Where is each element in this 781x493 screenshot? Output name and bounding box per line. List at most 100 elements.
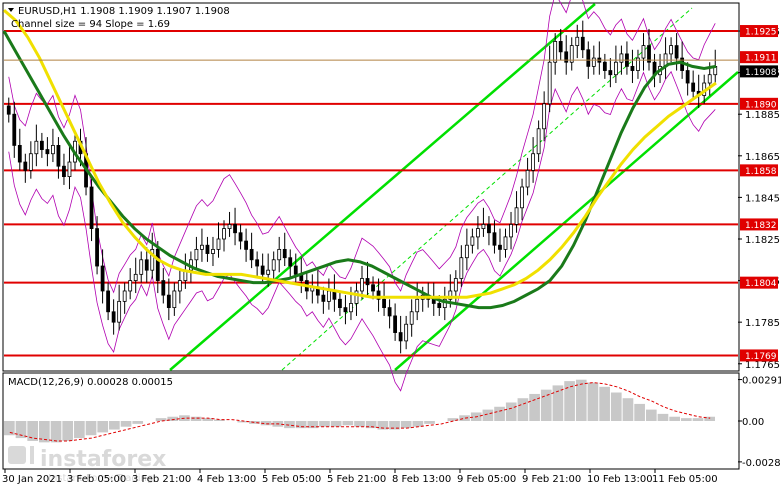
macd-bar <box>27 421 39 441</box>
macd-bar <box>634 403 645 421</box>
x-tick-label: 8 Feb 13:00 <box>392 474 451 485</box>
candle-body <box>398 332 403 342</box>
candle-body <box>326 290 331 302</box>
candle-body <box>321 294 326 302</box>
macd-bar <box>4 421 15 436</box>
current-price-tag-bg <box>740 65 778 78</box>
macd-bar <box>330 421 342 427</box>
candle-body <box>282 248 287 259</box>
chart-header: EURUSD,H1 1.1908 1.1909 1.1907 1.1908 Ch… <box>8 6 230 30</box>
candle-body <box>39 140 44 150</box>
macd-bar <box>517 398 529 421</box>
collapse-triangle-icon[interactable] <box>8 8 14 12</box>
candle-body <box>166 294 171 309</box>
candle-body <box>222 228 226 240</box>
macd-bar <box>564 381 575 421</box>
candle-body <box>470 236 475 246</box>
macd-bar <box>284 421 295 429</box>
candle-body <box>575 36 580 46</box>
macd-bar <box>599 386 610 421</box>
macd-bar <box>132 421 144 424</box>
macd-bar <box>74 421 85 439</box>
candle-body <box>542 103 547 130</box>
candle-body <box>498 244 502 250</box>
candle-body <box>387 307 392 317</box>
candle-body <box>641 45 646 59</box>
macd-bar <box>62 421 74 441</box>
upper-band-line <box>8 0 716 294</box>
candle-body <box>89 186 94 229</box>
candle-body <box>122 290 127 302</box>
candle-body <box>216 238 221 250</box>
macd-bar <box>97 421 109 433</box>
candle-body <box>514 207 519 225</box>
macd-bar <box>155 418 167 421</box>
macd-bar <box>365 421 377 429</box>
macd-bar <box>482 409 494 421</box>
current-price-tag-label: 1.1908 <box>745 68 777 78</box>
candle-body <box>12 113 17 146</box>
macd-bar <box>202 418 214 421</box>
candle-body <box>619 53 624 63</box>
macd-bar <box>622 398 634 421</box>
candle-body <box>536 128 541 155</box>
candle-body <box>194 248 199 261</box>
candle-body <box>564 51 569 63</box>
level-tag-label: 1.1925 <box>745 28 777 38</box>
macd-bar <box>319 421 330 427</box>
y-tick-label: 1.1885 <box>745 110 780 121</box>
macd-bar <box>669 416 680 421</box>
candle-body <box>547 61 552 105</box>
candle-body <box>415 298 420 313</box>
watermark-tagline: Instant Forex Trading <box>48 473 153 484</box>
candle-body <box>448 290 453 300</box>
candle-body <box>591 57 596 67</box>
macd-bar <box>680 418 692 421</box>
candle-body <box>260 265 265 275</box>
level-tag-bg <box>740 276 778 289</box>
macd-bar <box>412 421 424 427</box>
macd-bar <box>39 421 50 443</box>
y-tick-label: 1.1785 <box>745 318 780 329</box>
symbol-ohlc-line: EURUSD,H1 1.1908 1.1909 1.1907 1.1908 <box>18 6 230 17</box>
candle-body <box>293 265 298 275</box>
x-tick-label: 30 Jan 2021 <box>2 474 62 485</box>
macd-bar <box>494 406 505 421</box>
level-tag-bg <box>740 164 778 177</box>
candle-body <box>177 280 182 292</box>
candle-body <box>172 290 177 309</box>
candle-body <box>691 82 696 92</box>
macd-bar <box>190 416 202 421</box>
candle-body <box>409 311 414 325</box>
candle-body <box>266 269 271 275</box>
candle-body <box>45 149 50 155</box>
candle-body <box>636 57 640 71</box>
candle-body <box>531 153 536 171</box>
candle-body <box>338 298 342 309</box>
macd-bar <box>120 421 132 427</box>
watermark: instaforex Instant Forex Trading <box>8 446 166 484</box>
macd-bar <box>237 421 249 423</box>
candle-body <box>481 224 486 229</box>
candle-body <box>200 244 204 250</box>
level-price-tags: 1.1925 1.1890 1.1858 1.1832 1.1804 1.1769 <box>740 25 778 362</box>
candle-body <box>244 240 248 250</box>
candle-body <box>613 61 618 76</box>
candle-body <box>233 224 237 234</box>
candle-body <box>277 248 282 261</box>
candle-body <box>393 315 398 333</box>
candle-body <box>238 232 243 242</box>
x-tick-label: 9 Feb 21:00 <box>522 474 581 485</box>
candle-body <box>6 105 11 115</box>
candle-body <box>56 145 61 167</box>
candle-body <box>288 257 293 267</box>
candle-body <box>227 224 232 229</box>
candle-body <box>371 284 375 292</box>
macd-bar <box>505 402 517 421</box>
x-tick-label: 9 Feb 05:00 <box>457 474 516 485</box>
candle-body <box>580 36 585 51</box>
macd-bar <box>295 421 307 429</box>
candle-body <box>117 300 122 323</box>
level-tag-label: 1.1804 <box>745 279 777 289</box>
